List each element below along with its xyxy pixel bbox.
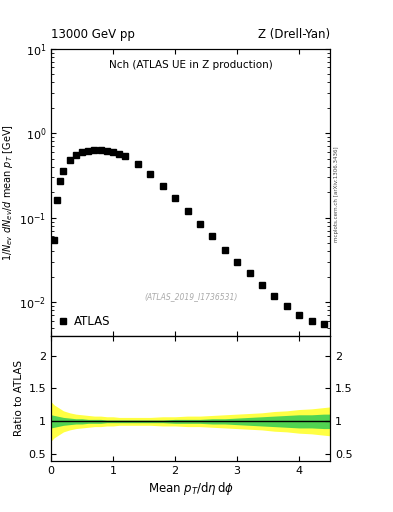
Text: 13000 GeV pp: 13000 GeV pp [51,29,135,41]
Y-axis label: $1/N_{ev}\ dN_{ev}/d$ mean $p_T\ [\mathrm{GeV}]$: $1/N_{ev}\ dN_{ev}/d$ mean $p_T\ [\mathr… [1,124,15,261]
X-axis label: Mean $p_T/\mathrm{d}\eta\,\mathrm{d}\phi$: Mean $p_T/\mathrm{d}\eta\,\mathrm{d}\phi… [147,480,234,497]
Text: Z (Drell-Yan): Z (Drell-Yan) [258,29,330,41]
Legend: ATLAS: ATLAS [57,312,112,330]
Y-axis label: Ratio to ATLAS: Ratio to ATLAS [15,360,24,436]
Text: Nch (ATLAS UE in Z production): Nch (ATLAS UE in Z production) [109,60,272,70]
Text: (ATLAS_2019_I1736531): (ATLAS_2019_I1736531) [144,292,237,302]
Text: mcplots.cern.ch [arXiv:1306.3436]: mcplots.cern.ch [arXiv:1306.3436] [334,147,338,242]
